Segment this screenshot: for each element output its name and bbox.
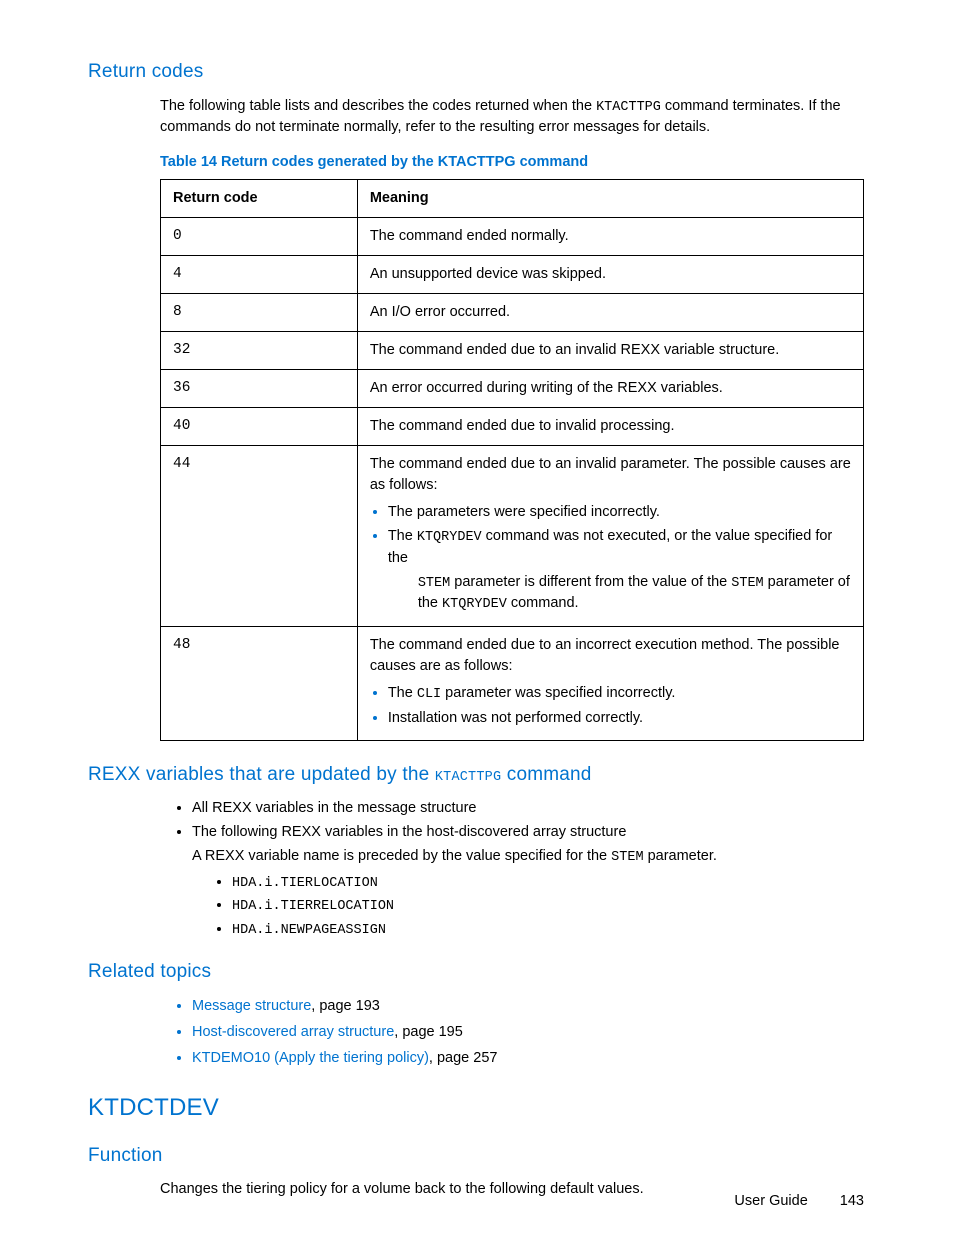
list-item: The KTQRYDEV command was not executed, o… <box>388 526 851 615</box>
list-item: HDA.i.TIERRELOCATION <box>232 895 864 917</box>
table-row: 48 The command ended due to an incorrect… <box>161 627 864 741</box>
list-item: The parameters were specified incorrectl… <box>388 502 851 523</box>
table-row: 40 The command ended due to invalid proc… <box>161 408 864 446</box>
cell-code: 48 <box>161 627 358 741</box>
t: KTACTTPG <box>435 770 501 785</box>
table-row: 44 The command ended due to an invalid p… <box>161 446 864 627</box>
t: A REXX variable name is preceded by the … <box>192 848 611 864</box>
cell-code: 44 <box>161 446 358 627</box>
t: , page 193 <box>311 998 380 1014</box>
wrap-line: STEM parameter is different from the val… <box>388 572 851 615</box>
t: , page 257 <box>429 1050 498 1066</box>
t: REXX variables that are updated by the <box>88 764 435 785</box>
t: STEM <box>611 850 643 865</box>
t: parameter. <box>644 848 717 864</box>
t: KTQRYDEV <box>417 530 482 545</box>
t: command. <box>507 595 579 611</box>
table-row: 36 An error occurred during writing of t… <box>161 370 864 408</box>
cell-meaning: An error occurred during writing of the … <box>357 370 863 408</box>
heading-function: Function <box>88 1142 864 1170</box>
list-item: KTDEMO10 (Apply the tiering policy), pag… <box>192 1048 864 1069</box>
heading-rexx-variables: REXX variables that are updated by the K… <box>88 761 864 789</box>
return-codes-intro: The following table lists and describes … <box>88 96 864 139</box>
list-item: Host-discovered array structure, page 19… <box>192 1022 864 1043</box>
cell-code: 40 <box>161 408 358 446</box>
link-ktdemo10[interactable]: KTDEMO10 (Apply the tiering policy) <box>192 1050 429 1066</box>
list-item: HDA.i.NEWPAGEASSIGN <box>232 919 864 941</box>
meaning-lead: The command ended due to an invalid para… <box>370 456 851 493</box>
table-row: 8 An I/O error occurred. <box>161 294 864 332</box>
t: HDA.i.TIERLOCATION <box>232 876 378 891</box>
table-header-row: Return code Meaning <box>161 180 864 218</box>
list-item: HDA.i.TIERLOCATION <box>232 872 864 894</box>
cell-meaning: An unsupported device was skipped. <box>357 256 863 294</box>
cell-meaning: An I/O error occurred. <box>357 294 863 332</box>
cell-code: 0 <box>161 218 358 256</box>
cell-meaning: The command ended due to an incorrect ex… <box>357 627 863 741</box>
rexx-sublist: HDA.i.TIERLOCATION HDA.i.TIERRELOCATION … <box>192 872 864 941</box>
list-item: Message structure, page 193 <box>192 996 864 1017</box>
page-footer: User Guide 143 <box>734 1191 864 1212</box>
t: HDA.i.NEWPAGEASSIGN <box>232 923 386 938</box>
table-row: 4 An unsupported device was skipped. <box>161 256 864 294</box>
heading-related-topics: Related topics <box>88 958 864 986</box>
meaning-list: The CLI parameter was specified incorrec… <box>370 683 851 729</box>
heading-return-codes: Return codes <box>88 58 864 86</box>
footer-label: User Guide <box>734 1193 807 1209</box>
meaning-lead: The command ended due to an incorrect ex… <box>370 637 840 674</box>
t: command <box>501 764 591 785</box>
t: , page 195 <box>394 1024 463 1040</box>
related-list: Message structure, page 193 Host-discove… <box>88 996 864 1069</box>
cell-code: 4 <box>161 256 358 294</box>
t: parameter is different from the value of… <box>450 574 731 590</box>
page-number: 143 <box>840 1193 864 1209</box>
cell-meaning: The command ended due to an invalid para… <box>357 446 863 627</box>
table-caption: Table 14 Return codes generated by the K… <box>160 152 864 173</box>
t: STEM <box>731 576 763 591</box>
list-item: Installation was not performed correctly… <box>388 708 851 729</box>
th-return-code: Return code <box>161 180 358 218</box>
link-host-discovered-array[interactable]: Host-discovered array structure <box>192 1024 394 1040</box>
cell-code: 32 <box>161 332 358 370</box>
t: STEM <box>418 576 450 591</box>
link-message-structure[interactable]: Message structure <box>192 998 311 1014</box>
t: The following REXX variables in the host… <box>192 824 626 840</box>
heading-ktdctdev: KTDCTDEV <box>88 1091 864 1126</box>
cell-code: 36 <box>161 370 358 408</box>
list-item-desc: A REXX variable name is preceded by the … <box>192 846 864 868</box>
intro-text-1: The following table lists and describes … <box>160 98 596 114</box>
document-page: Return codes The following table lists a… <box>0 0 954 1254</box>
intro-cmd: KTACTTPG <box>596 100 661 115</box>
rexx-list: All REXX variables in the message struct… <box>88 798 864 940</box>
cell-meaning: The command ended due to invalid process… <box>357 408 863 446</box>
cell-meaning: The command ended due to an invalid REXX… <box>357 332 863 370</box>
return-codes-table: Return code Meaning 0 The command ended … <box>160 179 864 740</box>
t: parameter was specified incorrectly. <box>441 685 675 701</box>
table-row: 0 The command ended normally. <box>161 218 864 256</box>
th-meaning: Meaning <box>357 180 863 218</box>
t: The <box>388 528 417 544</box>
t: The <box>388 685 417 701</box>
cell-meaning: The command ended normally. <box>357 218 863 256</box>
meaning-list: The parameters were specified incorrectl… <box>370 502 851 615</box>
t: CLI <box>417 687 441 702</box>
list-item: The following REXX variables in the host… <box>192 822 864 940</box>
cell-code: 8 <box>161 294 358 332</box>
table-row: 32 The command ended due to an invalid R… <box>161 332 864 370</box>
t: HDA.i.TIERRELOCATION <box>232 899 394 914</box>
list-item: All REXX variables in the message struct… <box>192 798 864 819</box>
list-item: The CLI parameter was specified incorrec… <box>388 683 851 705</box>
t: KTQRYDEV <box>442 597 507 612</box>
